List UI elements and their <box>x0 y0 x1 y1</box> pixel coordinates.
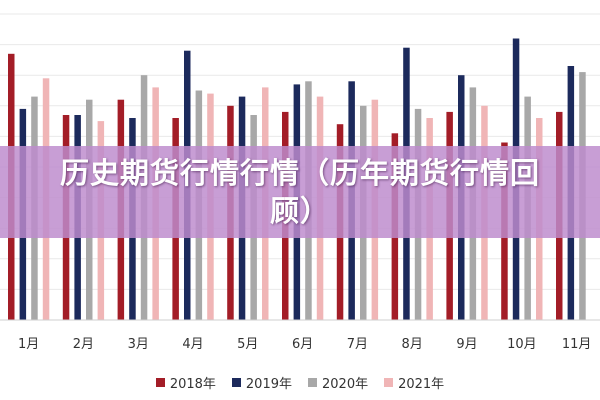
legend-label: 2019年 <box>245 376 292 392</box>
x-tick-label: 9月 <box>456 337 477 352</box>
overlay-title: 历史期货行情行情（历年期货行情回顾） <box>59 156 540 228</box>
x-tick-label: 5月 <box>237 337 258 352</box>
legend-swatch <box>231 377 241 387</box>
legend-label: 2018年 <box>169 376 216 392</box>
x-tick-label: 8月 <box>402 337 423 352</box>
legend-swatch <box>384 377 394 387</box>
x-axis-tick-labels: 1月 2月 3月 4月 5月 6月 7月 8月 9月 10月 11月 <box>18 337 591 352</box>
legend-item-2018: 2018年 <box>155 373 216 392</box>
title-banner: 历史期货行情行情（历年期货行情回顾） <box>0 146 600 238</box>
legend-item-2019: 2019年 <box>231 373 292 392</box>
legend-item-2020: 2020年 <box>308 373 368 392</box>
x-tick-label: 11月 <box>562 337 592 352</box>
x-tick-label: 3月 <box>128 337 149 352</box>
x-tick-label: 2月 <box>73 337 94 352</box>
legend-label: 2021年 <box>398 376 445 392</box>
legend-item-2021: 2021年 <box>384 373 444 392</box>
x-tick-label: 1月 <box>18 337 39 352</box>
x-tick-label: 6月 <box>292 337 313 352</box>
x-tick-label: 7月 <box>347 337 368 352</box>
legend: 2018年 2019年 2020年 2021年 <box>0 372 600 392</box>
x-tick-label: 4月 <box>182 337 203 352</box>
legend-swatch <box>155 377 165 387</box>
legend-label: 2020年 <box>322 376 369 392</box>
x-tick-label: 10月 <box>507 337 537 352</box>
legend-swatch <box>308 377 317 387</box>
